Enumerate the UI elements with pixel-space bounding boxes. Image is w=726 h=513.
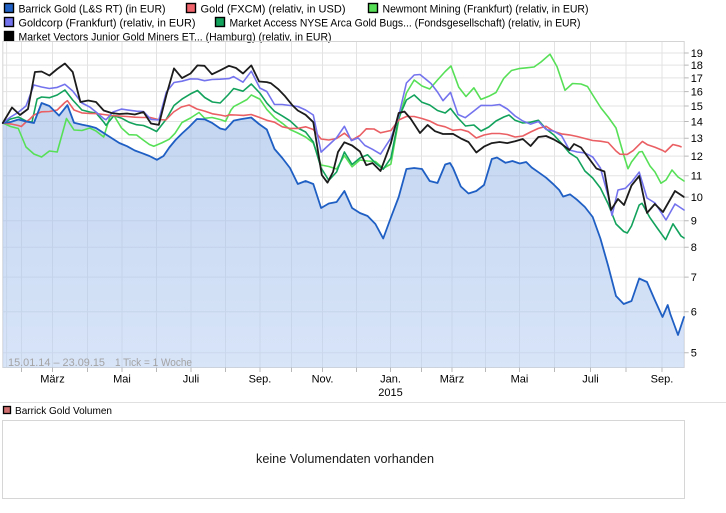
svg-text:Gold (FXCM) (relativ, in USD): Gold (FXCM) (relativ, in USD): [201, 4, 346, 16]
svg-text:Mai: Mai: [113, 374, 131, 386]
svg-text:14: 14: [691, 117, 703, 129]
svg-text:18: 18: [691, 60, 703, 72]
svg-text:5: 5: [691, 348, 697, 360]
svg-text:8: 8: [691, 242, 697, 254]
svg-text:keine Volumendaten vorhanden: keine Volumendaten vorhanden: [256, 452, 434, 466]
svg-text:Market Access NYSE Arca Gold B: Market Access NYSE Arca Gold Bugs... (Fo…: [230, 18, 581, 30]
svg-text:Nov.: Nov.: [312, 374, 334, 386]
svg-text:Sep.: Sep.: [651, 374, 674, 386]
svg-text:12: 12: [691, 151, 703, 163]
svg-text:Juli: Juli: [183, 374, 200, 386]
svg-text:19: 19: [691, 48, 703, 60]
svg-text:Mai: Mai: [511, 374, 529, 386]
svg-text:15: 15: [691, 101, 703, 113]
svg-text:Newmont Mining (Frankfurt) (re: Newmont Mining (Frankfurt) (relativ, in …: [383, 4, 589, 16]
svg-text:Market Vectors Junior Gold Min: Market Vectors Junior Gold Miners ET... …: [19, 32, 332, 44]
svg-text:6: 6: [691, 307, 697, 319]
svg-text:Barrick Gold Volumen: Barrick Gold Volumen: [15, 405, 112, 417]
svg-text:16: 16: [691, 87, 703, 99]
svg-text:7: 7: [691, 272, 697, 284]
svg-text:Juli: Juli: [582, 374, 599, 386]
svg-text:11: 11: [691, 171, 702, 183]
svg-text:Barrick Gold (L&S RT) (in EUR): Barrick Gold (L&S RT) (in EUR): [19, 4, 166, 16]
svg-text:Sep.: Sep.: [249, 374, 272, 386]
svg-text:17: 17: [691, 73, 703, 85]
svg-text:Goldcorp (Frankfurt) (relativ,: Goldcorp (Frankfurt) (relativ, in EUR): [19, 18, 196, 30]
svg-text:10: 10: [691, 192, 703, 204]
svg-text:13: 13: [691, 133, 703, 145]
svg-text:1 Tick = 1 Woche: 1 Tick = 1 Woche: [115, 357, 192, 369]
svg-text:März: März: [40, 374, 64, 386]
svg-text:15.01.14 – 23.09.15: 15.01.14 – 23.09.15: [8, 357, 105, 369]
svg-text:Jan.: Jan.: [380, 374, 401, 386]
svg-text:2015: 2015: [378, 387, 402, 399]
svg-text:März: März: [440, 374, 464, 386]
svg-text:9: 9: [691, 216, 697, 228]
